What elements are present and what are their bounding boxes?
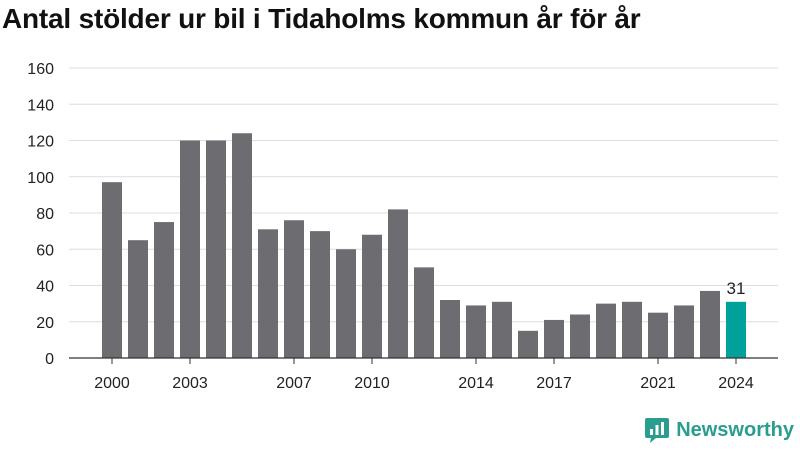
bar-chart-speech-bubble-icon xyxy=(645,418,670,443)
bar xyxy=(518,330,538,358)
bar xyxy=(102,182,122,358)
y-tick-label: 20 xyxy=(36,315,54,332)
y-tick-label: 160 xyxy=(27,61,54,78)
bar xyxy=(622,301,642,358)
axes xyxy=(69,357,778,364)
bar xyxy=(674,305,694,358)
bar xyxy=(362,234,382,358)
bar xyxy=(180,140,200,358)
bar xyxy=(388,209,408,358)
newsworthy-logo: Newsworthy xyxy=(644,416,794,444)
bar xyxy=(284,220,304,358)
y-tick-label: 40 xyxy=(36,279,54,296)
bar xyxy=(466,305,486,358)
bar xyxy=(440,300,460,358)
x-tick-label: 2014 xyxy=(458,375,494,392)
bar xyxy=(492,301,512,358)
x-tick-label: 2010 xyxy=(354,375,390,392)
chart-title: Antal stölder ur bil i Tidaholms kommun … xyxy=(2,3,641,34)
bar xyxy=(128,240,148,358)
y-tick-label: 0 xyxy=(45,351,54,368)
data-label: 31 xyxy=(727,279,746,298)
x-tick-label: 2021 xyxy=(640,375,676,392)
bar xyxy=(700,290,720,358)
bar xyxy=(414,267,434,358)
brand-name: Newsworthy xyxy=(676,418,794,441)
x-tick-label: 2003 xyxy=(172,375,208,392)
bar xyxy=(258,229,278,358)
bar xyxy=(232,133,252,358)
bar xyxy=(570,314,590,358)
x-tick-label: 2024 xyxy=(718,375,754,392)
x-tick-label: 2017 xyxy=(536,375,572,392)
bar xyxy=(544,319,564,358)
bar xyxy=(336,249,356,358)
bar xyxy=(310,231,330,358)
x-tick-label: 2007 xyxy=(276,375,312,392)
x-tick-label: 2000 xyxy=(94,375,130,392)
bar xyxy=(726,301,746,358)
y-tick-label: 80 xyxy=(36,206,54,223)
bar xyxy=(206,140,226,358)
bar xyxy=(154,222,174,358)
y-tick-label: 120 xyxy=(27,134,54,151)
y-tick-label: 140 xyxy=(27,97,54,114)
bar xyxy=(648,312,668,358)
y-tick-label: 60 xyxy=(36,242,54,259)
tick-labels: 0 20 40 60 80 100 120 140 160 2000 2003 2007 2010 201… xyxy=(27,61,754,392)
bars xyxy=(102,133,746,358)
bar xyxy=(596,303,616,358)
y-tick-label: 100 xyxy=(27,170,54,187)
